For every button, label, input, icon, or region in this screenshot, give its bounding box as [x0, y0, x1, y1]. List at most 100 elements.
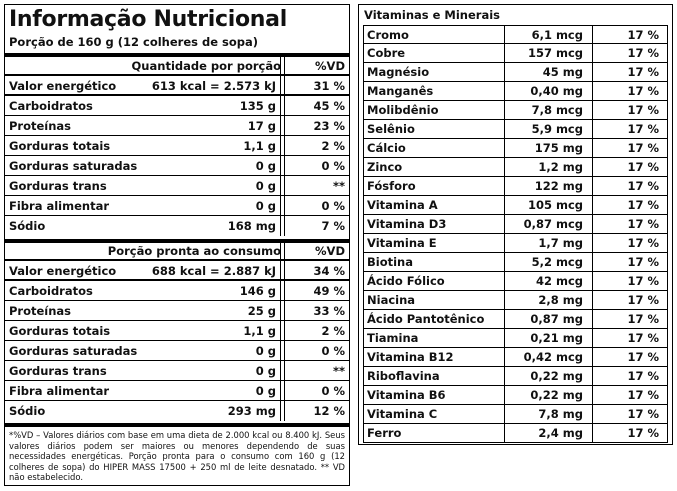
nutrient-name: Ferro	[367, 426, 402, 440]
column-divider	[504, 291, 505, 309]
column-divider	[592, 120, 593, 138]
nutrient-name: Niacina	[367, 293, 416, 307]
nutrient-name: Carboidratos	[9, 284, 93, 298]
column-divider	[592, 158, 593, 176]
table-row: Vitamina D3 0,87 mcg 17 %	[363, 215, 668, 234]
nutrient-name: Cromo	[367, 28, 409, 42]
nutrient-name: Gorduras totais	[9, 324, 111, 338]
column-divider	[592, 101, 593, 119]
table-row: Vitamina B6 0,22 mg 17 %	[363, 386, 668, 405]
nutrient-quantity: 0 g	[255, 179, 276, 193]
section1-header: Quantidade por porção %VD	[5, 57, 349, 76]
nutrient-name: Gorduras totais	[9, 139, 111, 153]
nutrient-name: Gorduras saturadas	[9, 159, 138, 173]
table-row: Valor energético 613 kcal = 2.573 kJ 31 %	[5, 76, 349, 96]
divider	[5, 53, 349, 57]
nutrient-name: Vitamina C	[367, 407, 438, 421]
nutrient-name: Magnésio	[367, 65, 430, 79]
nutrient-daily-value: 7 %	[321, 219, 345, 233]
nutrient-name: Fibra alimentar	[9, 199, 110, 213]
nutrient-quantity: 0 g	[255, 199, 276, 213]
nutrient-daily-value: 12 %	[313, 404, 345, 418]
table-row: Vitamina B12 0,42 mcg 17 %	[363, 348, 668, 367]
nutrient-name: Gorduras trans	[9, 364, 107, 378]
table-row: Gorduras trans 0 g **	[5, 361, 349, 381]
nutrient-name: Fósforo	[367, 179, 416, 193]
nutrient-quantity: 122 mg	[534, 179, 583, 193]
column-divider	[504, 272, 505, 290]
nutrient-daily-value: 33 %	[313, 304, 345, 318]
section1-qty-header: Quantidade por porção	[131, 59, 281, 73]
vitamins-title: Vitaminas e Minerais	[364, 8, 501, 22]
table-row: Zinco 1,2 mg 17 %	[363, 158, 668, 177]
nutrient-daily-value: 2 %	[321, 324, 345, 338]
nutrient-quantity: 0 g	[255, 364, 276, 378]
nutrient-daily-value: 17 %	[627, 65, 659, 79]
nutrient-quantity: 25 g	[247, 304, 276, 318]
nutrient-name: Tiamina	[367, 331, 419, 345]
table-row: Cobre 157 mcg 17 %	[363, 44, 668, 63]
column-divider	[592, 63, 593, 81]
nutrient-quantity: 0,40 mg	[530, 84, 583, 98]
nutrient-quantity: 0,21 mg	[530, 331, 583, 345]
nutrient-daily-value: 17 %	[627, 141, 659, 155]
table-row: Tiamina 0,21 mg 17 %	[363, 329, 668, 348]
column-divider	[284, 242, 285, 421]
table-row: Sódio 168 mg 7 %	[5, 216, 349, 236]
nutrient-quantity: 0,22 mg	[530, 388, 583, 402]
nutrient-quantity: 42 mcg	[535, 274, 583, 288]
nutrient-name: Selênio	[367, 122, 415, 136]
nutrient-daily-value: 17 %	[627, 426, 659, 440]
nutrient-daily-value: 17 %	[627, 198, 659, 212]
column-divider	[592, 82, 593, 100]
column-divider	[592, 367, 593, 385]
table-row: Vitamina E 1,7 mg 17 %	[363, 234, 668, 253]
footnote: *%VD – Valores diários com base em uma d…	[9, 430, 345, 483]
table-row: Ácido Fólico 42 mcg 17 %	[363, 272, 668, 291]
nutrient-daily-value: 17 %	[627, 312, 659, 326]
table-row: Ácido Pantotênico 0,87 mg 17 %	[363, 310, 668, 329]
table-row: Molibdênio 7,8 mcg 17 %	[363, 101, 668, 120]
table-row: Fósforo 122 mg 17 %	[363, 177, 668, 196]
nutrient-quantity: 2,4 mg	[538, 426, 583, 440]
column-divider	[504, 120, 505, 138]
nutrient-name: Valor energético	[9, 264, 117, 278]
nutrient-quantity: 1,1 g	[243, 139, 276, 153]
section2-vd-header: %VD	[315, 244, 345, 258]
section2-qty-header: Porção pronta ao consumo	[107, 244, 281, 258]
nutrient-daily-value: 0 %	[321, 384, 345, 398]
table-row: Fibra alimentar 0 g 0 %	[5, 381, 349, 401]
table-row: Gorduras totais 1,1 g 2 %	[5, 136, 349, 156]
column-divider	[504, 367, 505, 385]
nutrient-quantity: 6,1 mcg	[531, 28, 583, 42]
nutrient-daily-value: 0 %	[321, 159, 345, 173]
divider	[5, 239, 349, 243]
nutrient-name: Vitamina B6	[367, 388, 446, 402]
nutrient-quantity: 2,8 mg	[538, 293, 583, 307]
column-divider	[592, 177, 593, 195]
nutrition-facts-panel: Informação Nutricional Porção de 160 g (…	[4, 4, 350, 486]
nutrient-daily-value: 17 %	[627, 46, 659, 60]
vitamins-minerals-panel: Vitaminas e Minerais Cromo 6,1 mcg 17 % Cob…	[358, 4, 673, 445]
nutrient-daily-value: **	[332, 179, 345, 193]
nutrient-name: Valor energético	[9, 79, 117, 93]
nutrient-quantity: 157 mcg	[527, 46, 583, 60]
nutrient-quantity: 135 g	[239, 99, 276, 113]
table-row: Ferro 2,4 mg 17 %	[363, 424, 668, 443]
column-divider	[504, 101, 505, 119]
nutrient-quantity: 105 mcg	[527, 198, 583, 212]
column-divider	[284, 57, 285, 236]
nutrient-name: Cálcio	[367, 141, 406, 155]
table-row: Fibra alimentar 0 g 0 %	[5, 196, 349, 216]
table-row: Vitamina A 105 mcg 17 %	[363, 196, 668, 215]
column-divider	[592, 139, 593, 157]
table-row: Carboidratos 135 g 45 %	[5, 96, 349, 116]
nutrient-daily-value: 17 %	[627, 160, 659, 174]
table-row: Manganês 0,40 mg 17 %	[363, 82, 668, 101]
nutrient-quantity: 0,87 mcg	[523, 217, 583, 231]
nutrient-daily-value: 17 %	[627, 274, 659, 288]
nutrient-name: Gorduras trans	[9, 179, 107, 193]
column-divider	[504, 44, 505, 62]
column-divider	[504, 196, 505, 214]
nutrient-quantity: 168 mg	[227, 219, 276, 233]
